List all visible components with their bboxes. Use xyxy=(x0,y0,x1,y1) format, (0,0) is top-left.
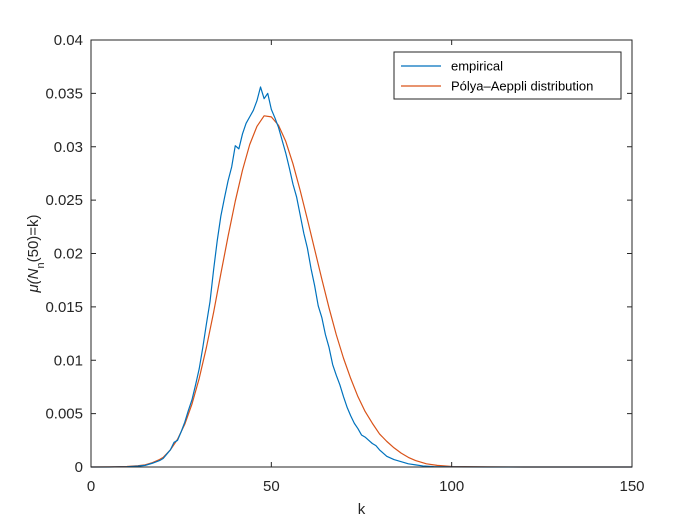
x-tick-label: 100 xyxy=(439,478,464,495)
y-tick-label: 0.035 xyxy=(45,85,83,102)
legend-label-polya-aeppli: Pólya–Aeppli distribution xyxy=(451,79,593,94)
y-tick-label: 0.04 xyxy=(54,32,83,49)
x-tick-label: 50 xyxy=(263,478,280,495)
y-axis-label-base: μ(N xyxy=(25,268,42,293)
series-layer xyxy=(90,86,632,468)
x-axis-label: k xyxy=(358,501,366,518)
y-tick-label: 0.005 xyxy=(45,406,83,423)
plot-area xyxy=(91,40,632,467)
x-tick-label: 0 xyxy=(87,478,95,495)
y-tick-label: 0.03 xyxy=(54,139,83,156)
y-tick-label: 0.025 xyxy=(45,192,83,209)
y-axis-label-rest: (50)=k) xyxy=(25,214,42,262)
y-tick-label: 0.015 xyxy=(45,299,83,316)
x-tick-label: 150 xyxy=(619,478,644,495)
legend: empirical Pólya–Aeppli distribution xyxy=(393,51,622,100)
y-axis-label: μ(Nn(50)=k) xyxy=(25,214,47,293)
y-tick-label: 0 xyxy=(75,459,83,476)
y-tick-label: 0.02 xyxy=(54,246,83,263)
x-axis-ticks: 0 50 100 150 xyxy=(87,40,645,495)
legend-label-empirical: empirical xyxy=(451,59,503,74)
y-axis-ticks: 0 0.005 0.01 0.015 0.02 0.025 0.03 0.035 0.04 xyxy=(45,32,632,476)
y-axis-label-subscript: n xyxy=(35,262,47,268)
legend-box xyxy=(393,51,622,100)
series-line-empirical xyxy=(91,86,632,468)
y-tick-label: 0.01 xyxy=(54,352,83,369)
